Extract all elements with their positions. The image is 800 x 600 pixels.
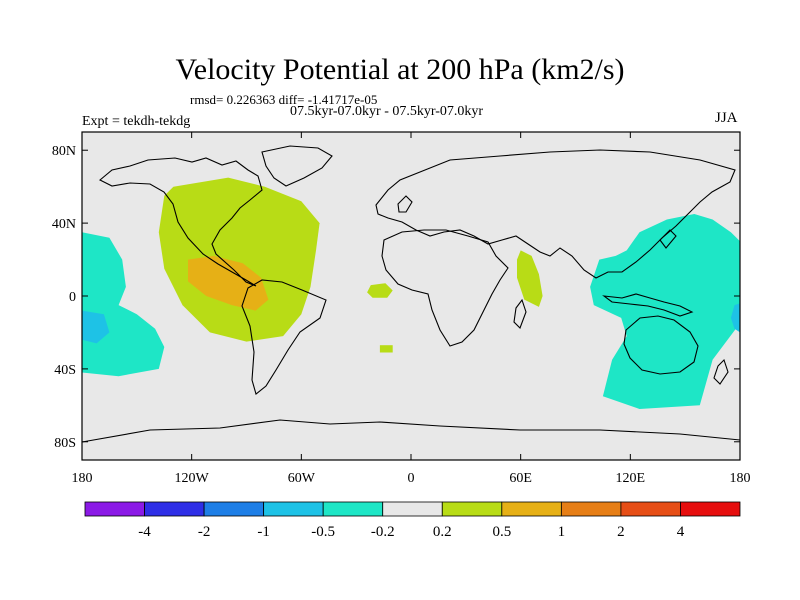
uk-coast	[397, 195, 413, 213]
japan-coast	[659, 229, 677, 249]
colorbar-swatch	[680, 501, 741, 517]
season-label: JJA	[715, 110, 738, 126]
contour-region-atlantic-warm-2	[379, 345, 393, 353]
south-america-coast	[241, 279, 327, 395]
colorbar-label: 2	[617, 524, 625, 540]
colorbar-label: 0.2	[433, 524, 452, 540]
x-tick-label: 60W	[288, 471, 316, 486]
colorbar-swatch	[84, 501, 145, 517]
new-zealand-coast	[713, 358, 729, 385]
x-tick-label: 180	[72, 471, 93, 486]
contour-region-atlantic-warm-1	[367, 283, 393, 298]
madagascar-coast	[513, 298, 527, 329]
colorbar-label: -2	[198, 524, 211, 540]
x-axis: 180 120W 60W 0 60E 120E 180	[72, 132, 751, 486]
australia-coast	[623, 315, 699, 375]
coastlines	[82, 145, 740, 443]
colorbar-swatch	[144, 501, 205, 517]
y-tick-label: 40S	[54, 363, 76, 378]
contour-region-east-africa-warm	[517, 250, 543, 307]
colorbar-label: -0.5	[311, 524, 335, 540]
north-america-coast	[99, 157, 263, 287]
colorbar-label: 1	[558, 524, 566, 540]
x-tick-label: 0	[408, 471, 415, 486]
greenland-coast	[261, 145, 333, 187]
colorbar-swatch	[263, 501, 324, 517]
contour-region-indo-pacific-cool	[590, 214, 740, 409]
colorbar-label: 0.5	[492, 524, 511, 540]
colorbar: -4 -2 -1 -0.5 -0.2 0.2 0.5 1 2 4	[84, 501, 741, 540]
contour-fills	[82, 177, 740, 409]
x-tick-label: 120E	[616, 471, 646, 486]
colorbar-label: -1	[257, 524, 270, 540]
contour-region-east-pacific-cool	[82, 232, 165, 377]
contour-region-western-pacific-warm	[158, 177, 320, 342]
y-axis: 80N 40N 0 40S 80S	[52, 144, 740, 451]
colorbar-swatch	[620, 501, 681, 517]
colorbar-label: -0.2	[371, 524, 395, 540]
colorbar-swatch	[322, 501, 384, 517]
contour-region-east-pacific-core	[82, 310, 110, 344]
y-tick-label: 40N	[52, 217, 76, 232]
subtitle-label: 07.5kyr-07.0kyr - 07.5kyr-07.0kyr	[290, 104, 484, 119]
colorbar-label: -4	[138, 524, 151, 540]
eurasia-coast	[375, 149, 736, 279]
contour-region-indo-pacific-core	[730, 303, 740, 333]
stats-label: rmsd= 0.226363 diff= -1.41717e-05	[190, 92, 378, 107]
y-tick-label: 0	[69, 290, 76, 305]
x-tick-label: 120W	[175, 471, 210, 486]
colorbar-label: 4	[677, 524, 685, 540]
x-tick-label: 180	[730, 471, 751, 486]
colorbar-swatch	[441, 501, 503, 517]
chart-title: Velocity Potential at 200 hPa (km2/s)	[175, 53, 625, 86]
x-tick-label: 60E	[509, 471, 532, 486]
y-tick-label: 80N	[52, 144, 76, 159]
y-tick-label: 80S	[54, 436, 76, 451]
maritime-islands-coast	[602, 293, 694, 317]
colorbar-swatch	[382, 501, 443, 517]
experiment-label: Expt = tekdh-tekdg	[82, 114, 191, 129]
colorbar-swatch	[203, 501, 265, 517]
contour-region-mexico-max	[188, 255, 269, 311]
colorbar-swatch	[560, 501, 622, 517]
antarctica-coast	[82, 419, 740, 443]
africa-coast	[381, 229, 509, 347]
colorbar-swatch	[501, 501, 562, 517]
